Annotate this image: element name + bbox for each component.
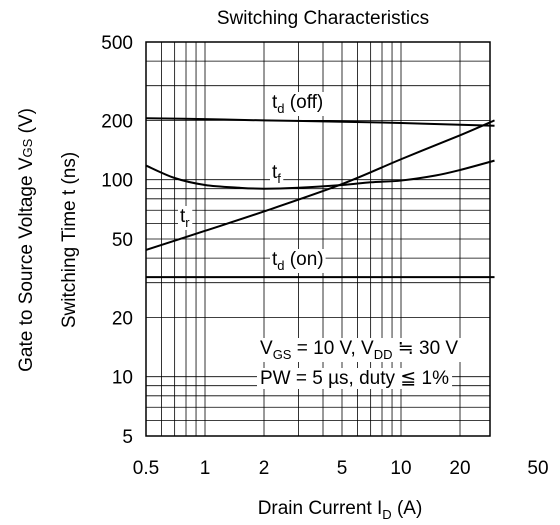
y-tick-label: 20	[112, 308, 133, 329]
series-labels: td (off) tf tr td (on)	[178, 92, 326, 273]
y-axis-label-switching-time: Switching Time t (ns)	[59, 152, 80, 328]
series-line-tdoff	[145, 117, 495, 127]
y-axis-label-gate-voltage: Gate to Source Voltage VGS (V)	[16, 108, 37, 372]
test-condition-line: PW = 5 µs, duty ≦ 1%	[260, 368, 449, 389]
chart-title: Switching Characteristics	[217, 8, 429, 29]
test-condition-bg	[257, 368, 453, 389]
x-tick-label: 0.5	[133, 458, 159, 479]
series-label-bg	[270, 249, 326, 273]
x-tick-labels: 0.5 1 2 5 10 20 50	[133, 458, 549, 479]
y-tick-label: 200	[101, 111, 133, 132]
series-label-bg	[178, 206, 193, 230]
test-condition-bg	[257, 338, 462, 362]
x-tick-label: 1	[200, 458, 211, 479]
y-tick-label: 5	[122, 427, 133, 448]
series-label-bg	[270, 92, 326, 116]
y-tick-label: 100	[101, 171, 133, 192]
x-tick-label: 20	[449, 458, 470, 479]
plot-frame-rect	[145, 41, 491, 437]
series-lines	[145, 117, 495, 279]
series-label-tf: tf	[272, 162, 281, 186]
x-tick-label: 5	[337, 458, 348, 479]
y-tick-label: 500	[101, 33, 133, 54]
series-label-tdoff: td (off)	[272, 92, 323, 116]
y-tick-label: 50	[112, 230, 133, 251]
series-line-tf	[145, 159, 495, 190]
x-tick-label: 10	[390, 458, 411, 479]
y-tick-labels: 5 10 20 50 100 200 500	[101, 33, 133, 448]
test-conditions: VGS = 10 V, VDD ≒ 30 V PW = 5 µs, duty ≦ …	[257, 338, 462, 389]
y-tick-label: 10	[112, 368, 133, 389]
series-label-tr: tr	[180, 206, 190, 230]
x-tick-label: 2	[259, 458, 270, 479]
x-tick-label: 50	[527, 458, 548, 479]
series-label-bg	[270, 162, 284, 186]
test-condition-line: VGS = 10 V, VDD ≒ 30 V	[260, 338, 458, 362]
plot-frame	[145, 41, 491, 437]
series-line-tr	[145, 119, 495, 251]
series-label-tdon: td (on)	[272, 249, 324, 273]
x-axis-label: Drain Current ID (A)	[258, 498, 423, 522]
